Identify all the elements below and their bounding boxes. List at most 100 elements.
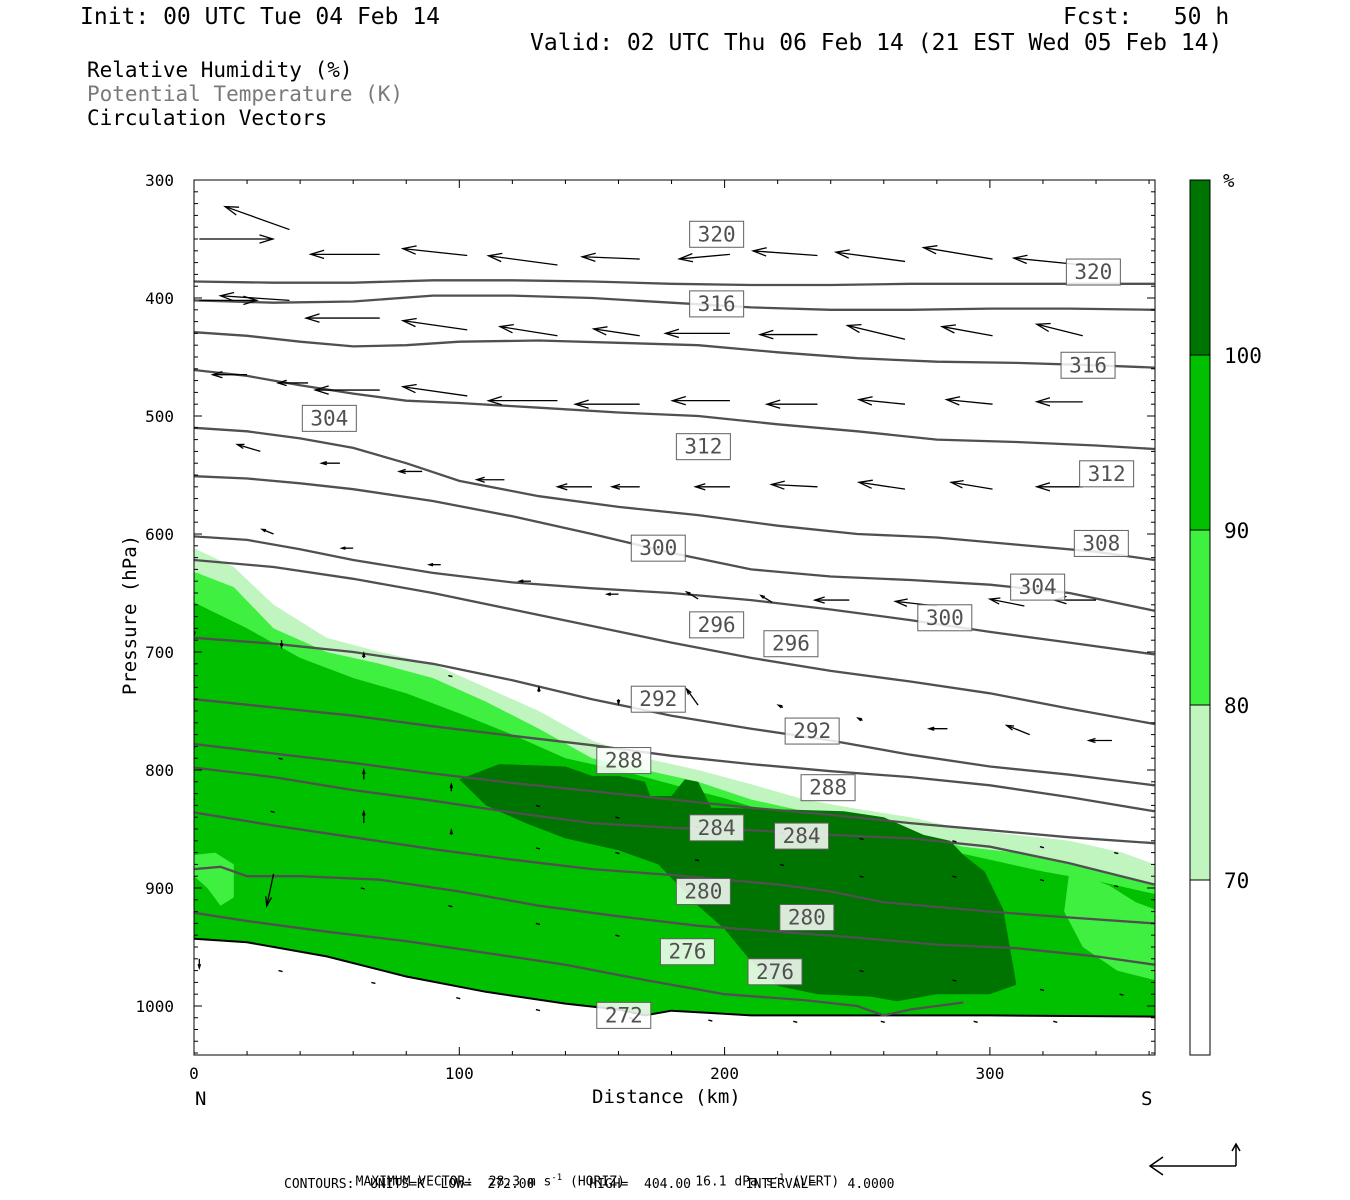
- colorbar-frame: [1189, 179, 1211, 1056]
- circulation-vector: [987, 597, 1025, 607]
- circulation-vector: [308, 249, 380, 260]
- circulation-vector: [604, 592, 619, 597]
- circulation-vector: [1053, 1020, 1058, 1023]
- svg-text:292: 292: [793, 719, 831, 743]
- circulation-vector: [845, 323, 906, 340]
- legend-rh: Relative Humidity (%): [87, 58, 353, 82]
- svg-text:316: 316: [1069, 353, 1107, 377]
- colorbar-segment: [1190, 705, 1210, 880]
- theta-label-304: 304: [1010, 573, 1066, 601]
- svg-text:320: 320: [1074, 260, 1112, 284]
- circulation-vector: [952, 875, 957, 878]
- theta-label-288: 288: [800, 774, 856, 802]
- circulation-vector: [371, 981, 376, 985]
- circulation-vector: [880, 1020, 885, 1023]
- circulation-vector: [361, 651, 366, 658]
- circulation-vector: [319, 460, 340, 466]
- circulation-vector: [223, 205, 290, 231]
- circulation-vector: [856, 396, 906, 406]
- circulation-vector: [663, 328, 730, 339]
- theta-label-292: 292: [784, 717, 840, 745]
- y-tick-label: 300: [145, 171, 174, 190]
- circulation-vector: [793, 1020, 798, 1023]
- theta-label-272: 272: [596, 1001, 652, 1029]
- circulation-vector: [615, 934, 620, 937]
- y-tick-label: 1000: [135, 997, 174, 1016]
- circulation-vector: [859, 837, 864, 841]
- init-time: Init: 00 UTC Tue 04 Feb 14: [80, 4, 441, 30]
- circulation-vector: [1114, 851, 1119, 855]
- theta-label-284: 284: [689, 814, 745, 842]
- circulation-vector: [235, 443, 261, 453]
- theta-label-292: 292: [630, 685, 686, 713]
- forecast-hour: Fcst: 50 h: [1063, 4, 1230, 30]
- circulation-vector: [1114, 884, 1119, 888]
- circulation-vector: [1004, 724, 1030, 736]
- svg-text:316: 316: [698, 292, 736, 316]
- circulation-vector: [303, 313, 380, 323]
- colorbar-segment: [1190, 180, 1210, 355]
- circulation-vector: [670, 395, 730, 406]
- y-tick-label: 900: [145, 879, 174, 898]
- circulation-vector: [276, 379, 309, 387]
- circulation-vector: [926, 726, 948, 731]
- circulation-vector: [856, 717, 863, 722]
- circulation-vector: [939, 324, 993, 337]
- circulation-vector: [535, 804, 541, 808]
- circulation-vector: [265, 873, 275, 909]
- theta-contour-320b: [194, 331, 1155, 369]
- theta-label-312: 312: [1079, 460, 1135, 488]
- svg-text:296: 296: [772, 632, 810, 656]
- theta-label-284: 284: [774, 822, 830, 850]
- vert-exponent: -1: [773, 1173, 785, 1183]
- circulation-vector: [535, 922, 541, 926]
- circulation-vector: [449, 782, 454, 792]
- terrain-fill: [194, 938, 1155, 1053]
- axis-layer: 300 400 500 600 700 800 900 1000 0 100 200 300: [135, 171, 1155, 1083]
- theta-label-280: 280: [779, 904, 835, 931]
- svg-text:276: 276: [668, 940, 706, 964]
- circulation-vector: [694, 859, 700, 862]
- circulation-vector: [921, 245, 993, 260]
- circulation-vector: [361, 767, 366, 780]
- circulation-vector: [449, 828, 454, 835]
- circulation-vector: [684, 590, 699, 600]
- circulation-vector: [448, 674, 453, 678]
- legend-vectors: Circulation Vectors: [87, 106, 328, 130]
- circulation-vector: [400, 383, 468, 397]
- circulation-vector: [615, 816, 620, 819]
- theta-contour-296: [194, 698, 1155, 813]
- x-tick-label: 200: [710, 1064, 739, 1083]
- theta-label-316: 316: [689, 290, 745, 318]
- x-tick-label: 0: [189, 1064, 199, 1083]
- circulation-vector: [708, 1019, 713, 1022]
- theta-contour-308: [194, 535, 1155, 656]
- horiz-unit: (HORIZ): [570, 1174, 625, 1190]
- svg-text:280: 280: [788, 906, 826, 930]
- theta-contour-304: [194, 558, 1155, 726]
- theta-contour-276: [194, 911, 964, 1017]
- colorbar-label: 100: [1224, 344, 1262, 368]
- circulation-vector: [1039, 879, 1045, 882]
- circulation-vector: [278, 757, 283, 760]
- theta-label-layer: 320 320 316 316 304 312 312 300 308 304 296 296 300 2…: [301, 220, 1135, 1029]
- theta-contour-316: [194, 426, 1155, 562]
- theta-label-316: 316: [1060, 351, 1116, 379]
- circulation-vector: [952, 840, 957, 843]
- circulation-vector: [279, 640, 284, 650]
- svg-text:312: 312: [1088, 462, 1126, 486]
- circulation-vector: [486, 395, 558, 406]
- endpoint-north: N: [195, 1088, 207, 1110]
- theta-label-280: 280: [675, 878, 731, 906]
- svg-text:280: 280: [684, 880, 722, 904]
- theta-contour-328: [194, 279, 1155, 287]
- circulation-vector: [400, 245, 468, 257]
- theta-label-304: 304: [301, 404, 357, 432]
- circulation-vector: [313, 385, 380, 395]
- circulation-vector: [769, 480, 818, 490]
- theta-label-296: 296: [763, 630, 819, 658]
- svg-text:300: 300: [926, 606, 964, 630]
- circulation-vector: [397, 468, 423, 475]
- terrain-layer: [194, 938, 1155, 1053]
- theta-contour-292: [194, 742, 1155, 845]
